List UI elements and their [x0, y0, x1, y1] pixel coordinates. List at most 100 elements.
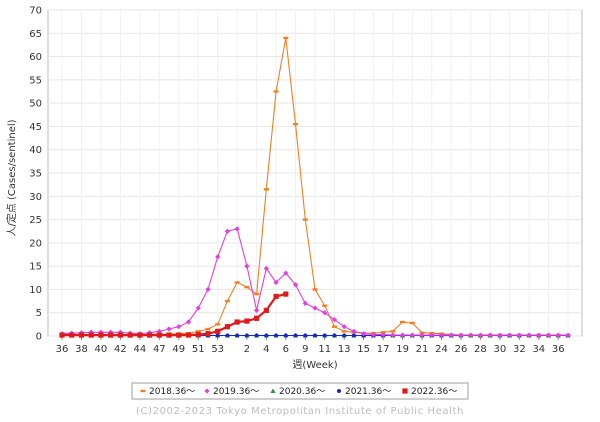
data-point: [283, 270, 289, 276]
data-point: [59, 332, 65, 338]
y-tick-label: 15: [29, 262, 42, 273]
data-point: [342, 333, 347, 338]
y-tick-label: 10: [29, 285, 42, 296]
data-point: [507, 332, 513, 338]
x-tick-label: 9: [302, 344, 308, 355]
data-point: [195, 305, 201, 311]
data-point: [390, 330, 396, 333]
x-tick-label: 40: [95, 344, 108, 355]
data-point: [215, 333, 220, 338]
data-point: [244, 285, 250, 289]
y-tick-label: 30: [29, 192, 42, 203]
x-tick-label: 32: [513, 344, 526, 355]
data-point: [313, 333, 317, 338]
x-tick-label: 2: [244, 344, 250, 355]
x-tick-label: 21: [416, 344, 429, 355]
data-point: [166, 326, 172, 332]
legend-marker: [402, 388, 408, 394]
y-tick-label: 0: [36, 332, 42, 343]
y-axis-label: 人/定点 (Cases/sentinel): [5, 119, 18, 236]
y-tick-label: 5: [36, 308, 42, 319]
y-tick-label: 65: [29, 29, 42, 40]
data-point: [351, 333, 356, 338]
legend-label: 2021.36～: [345, 387, 391, 397]
x-tick-label: 42: [114, 344, 127, 355]
data-point: [283, 333, 288, 338]
data-point: [78, 332, 85, 338]
y-tick-label: 50: [29, 99, 42, 110]
data-point: [185, 332, 192, 338]
data-point: [263, 265, 269, 272]
x-tick-label: 51: [192, 344, 205, 355]
data-point: [516, 332, 522, 338]
data-point: [254, 315, 260, 321]
data-point: [176, 332, 182, 338]
data-point: [303, 333, 308, 338]
data-point: [429, 332, 435, 338]
data-point: [205, 286, 211, 293]
data-point: [468, 332, 474, 338]
data-point: [156, 328, 162, 334]
data-point: [526, 332, 532, 338]
data-point: [254, 307, 260, 313]
data-point: [234, 281, 240, 284]
data-point: [312, 305, 318, 311]
data-point: [166, 332, 172, 338]
data-point: [274, 333, 279, 338]
legend-label: 2018.36～: [149, 387, 195, 397]
data-point: [137, 332, 143, 338]
legend-marker: [140, 389, 146, 393]
data-point: [273, 90, 279, 93]
x-tick-label: 19: [396, 344, 409, 355]
data-point: [224, 299, 230, 303]
data-point: [351, 328, 357, 334]
data-point: [273, 279, 279, 286]
data-point: [302, 300, 308, 306]
y-tick-label: 55: [29, 75, 42, 86]
data-point: [409, 321, 415, 325]
data-point: [234, 226, 240, 232]
data-point: [263, 188, 269, 191]
data-point: [555, 332, 561, 338]
data-point: [409, 332, 415, 338]
data-point: [448, 332, 454, 338]
data-point: [88, 332, 94, 338]
data-point: [156, 332, 162, 338]
data-point: [205, 327, 211, 331]
data-point: [477, 332, 484, 338]
y-tick-label: 25: [29, 215, 42, 226]
y-tick-label: 70: [29, 6, 42, 17]
data-point: [254, 292, 260, 296]
legend-marker: [337, 389, 341, 393]
y-tick-label: 20: [29, 238, 42, 249]
data-point: [235, 333, 240, 338]
data-point: [331, 317, 338, 323]
x-tick-label: 11: [318, 344, 331, 355]
x-tick-label: 53: [211, 344, 224, 355]
legend: 2018.36～ 2019.36～ 2020.36～ 2021.36～ 2022.36～: [131, 382, 469, 400]
y-axis: 0 5 10 15 20 25 30 35 40 45 50 55 60 65 70: [29, 6, 42, 343]
x-tick-label: 49: [172, 344, 185, 355]
data-point: [234, 319, 240, 325]
x-tick-label: 36: [56, 344, 69, 355]
x-tick-label: 13: [338, 344, 351, 355]
x-tick-label: 36: [552, 344, 565, 355]
data-point: [244, 318, 250, 324]
data-point: [117, 332, 123, 338]
x-tick-label: 30: [494, 344, 507, 355]
data-point: [195, 330, 201, 333]
series-2022.36～: [59, 291, 289, 338]
x-tick-label: 28: [474, 344, 487, 355]
data-point: [98, 332, 104, 338]
legend-marker: [270, 388, 276, 393]
data-point: [127, 332, 133, 338]
data-point: [341, 330, 347, 333]
data-point: [273, 293, 279, 300]
copyright-notice: (C)2002-2023 Tokyo Metropolitan Institut…: [136, 406, 464, 417]
data-point: [380, 332, 386, 338]
data-point: [205, 331, 211, 337]
data-point: [108, 332, 114, 338]
data-point: [370, 332, 376, 338]
data-point: [322, 304, 328, 307]
